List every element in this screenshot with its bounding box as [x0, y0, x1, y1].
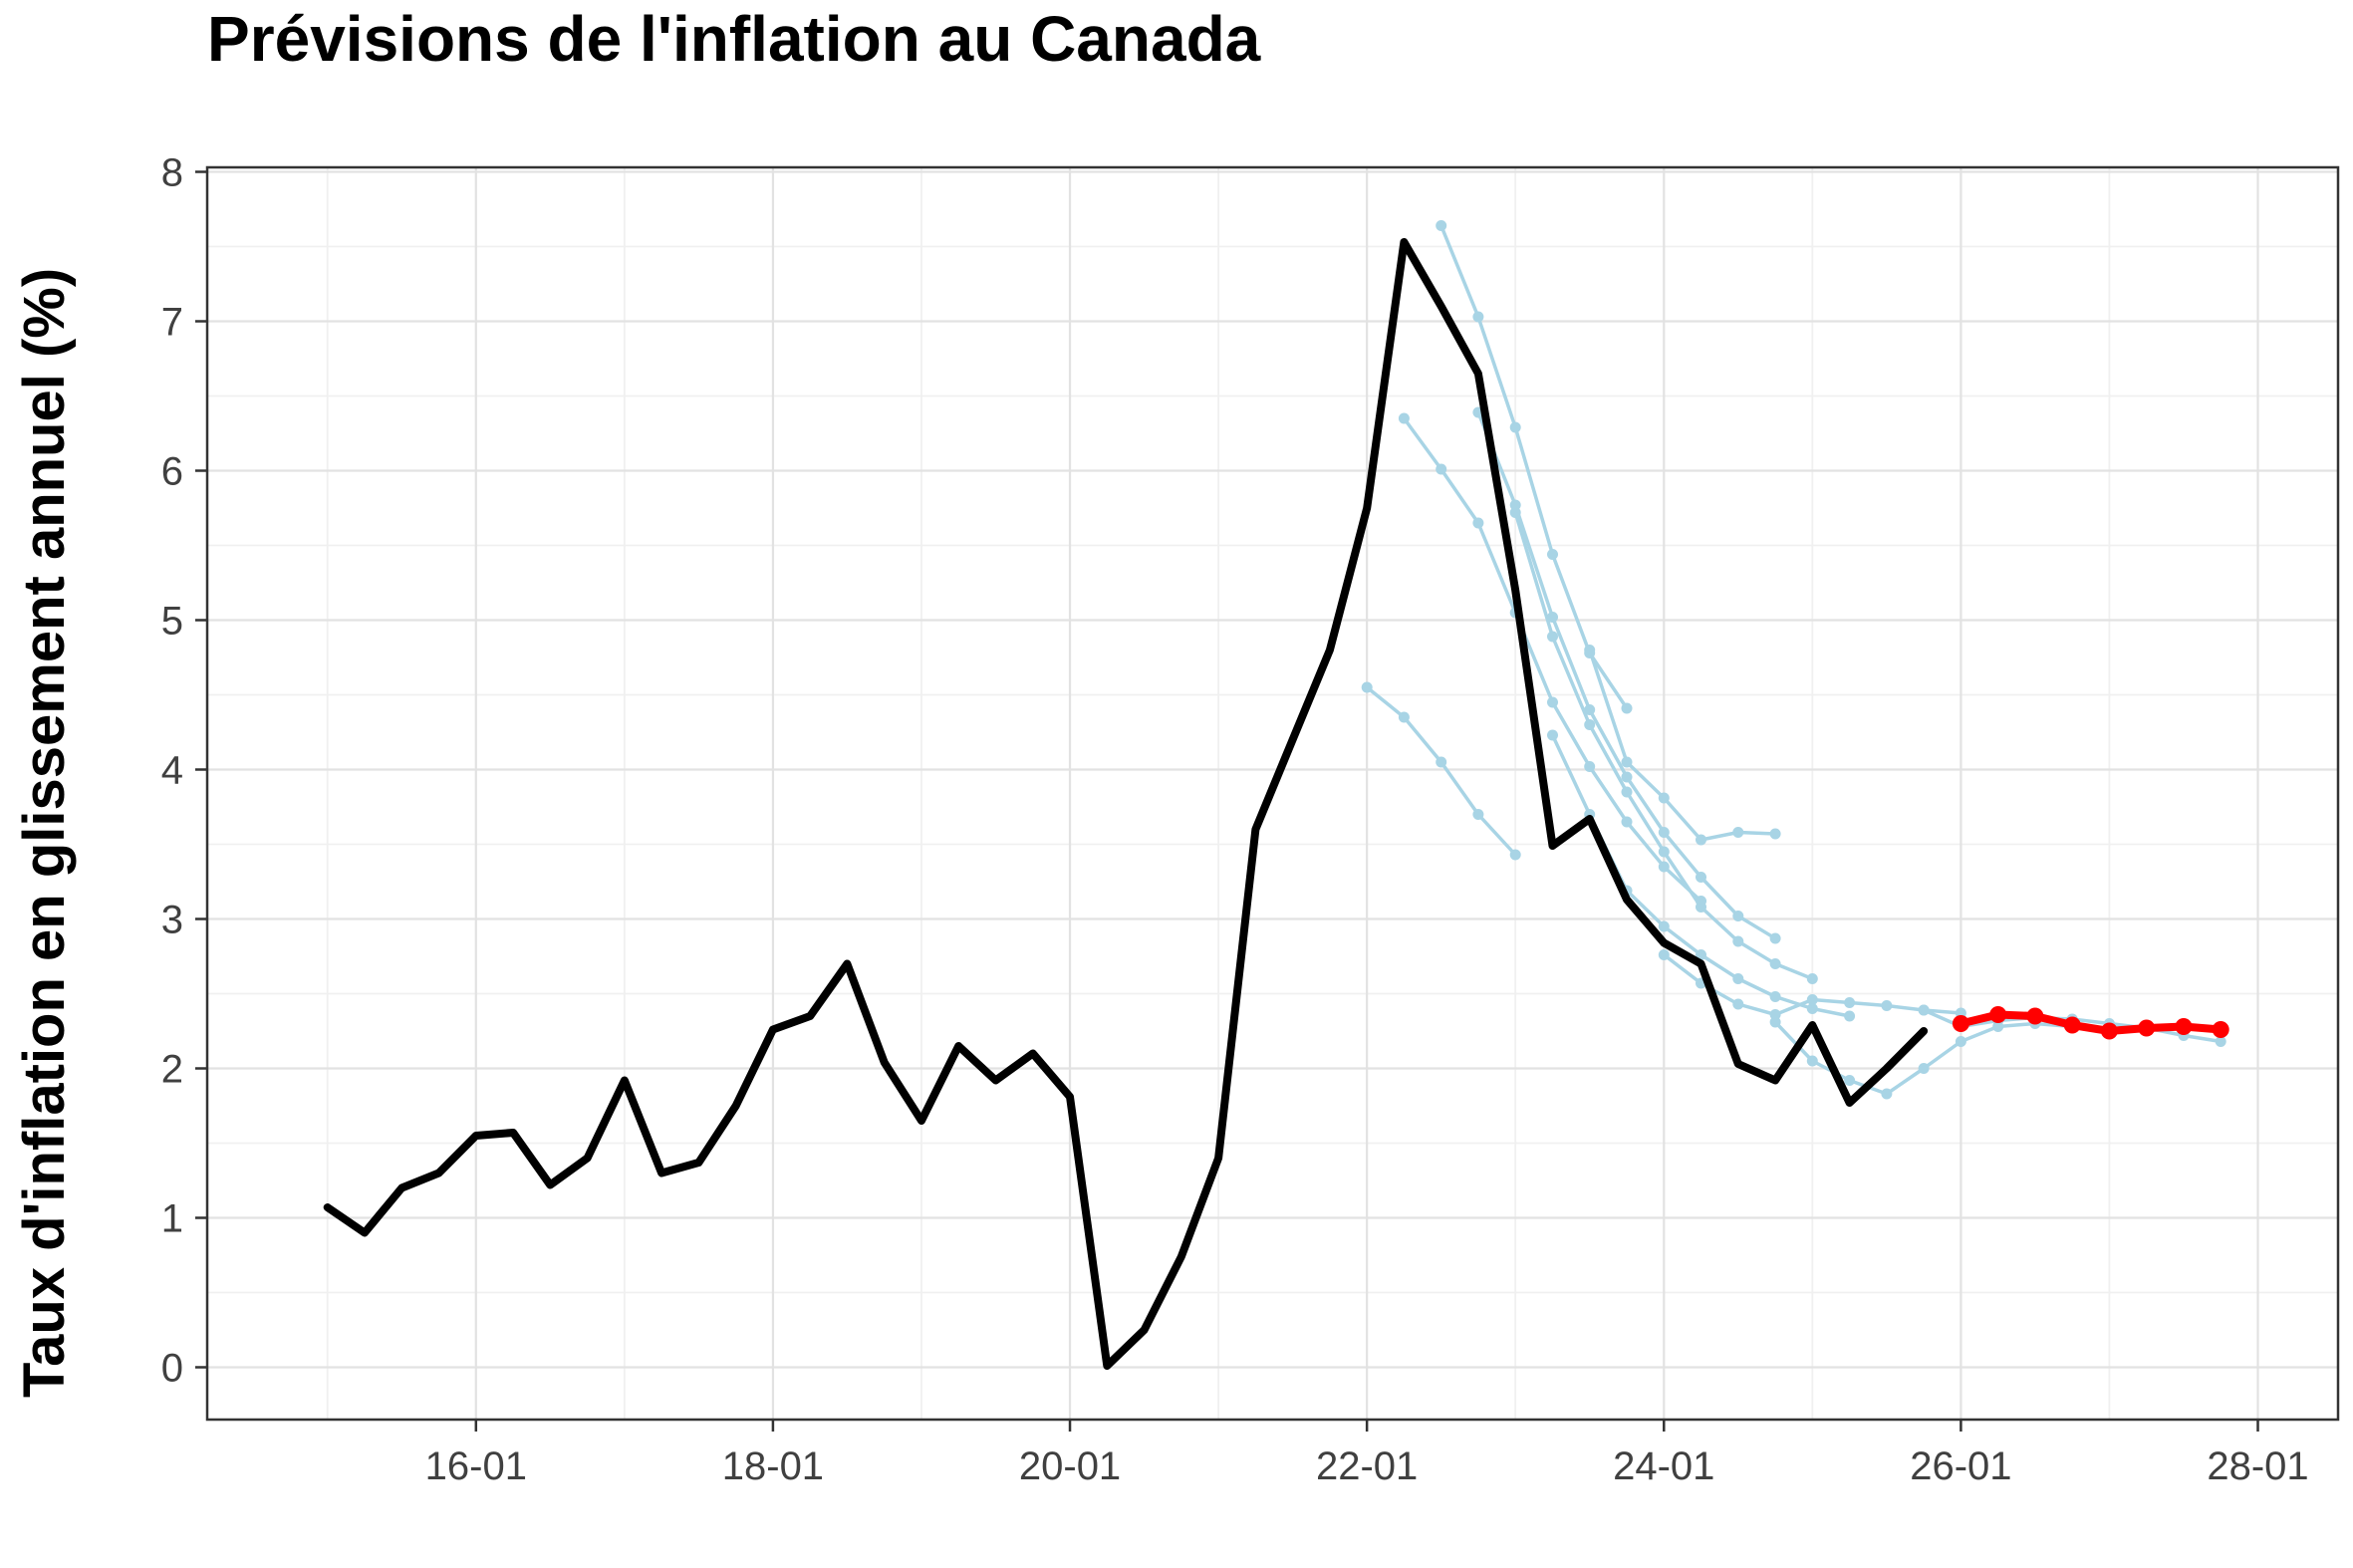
x-axis-tick-label: 22-01 — [1316, 1444, 1418, 1488]
current-forecast-point — [1952, 1015, 1969, 1032]
y-axis-tick-label: 6 — [161, 450, 183, 494]
past-forecast-line — [1472, 406, 1781, 944]
current-forecast-point — [2138, 1019, 2156, 1037]
forecast-point — [1658, 827, 1670, 838]
y-axis-tick-label: 5 — [161, 600, 183, 644]
forecast-point — [1696, 949, 1706, 960]
forecast-point — [1732, 911, 1744, 921]
forecast-point — [1732, 998, 1744, 1010]
current-forecast-point — [2175, 1018, 2193, 1035]
forecast-point — [1806, 1003, 1818, 1014]
panel-border — [205, 165, 2340, 1422]
grid-minor — [207, 167, 2338, 1420]
forecast-point — [1769, 958, 1781, 969]
current-forecast-line — [1952, 1006, 2229, 1040]
forecast-point — [1844, 1075, 1856, 1086]
forecast-point — [2215, 1036, 2226, 1047]
y-axis-tick-label: 4 — [161, 749, 183, 793]
forecast-point — [1472, 311, 1484, 323]
forecast-point — [1769, 991, 1781, 1002]
forecast-point — [1509, 421, 1521, 433]
forecast-point — [1918, 1063, 1930, 1074]
x-axis-tick-label: 26-01 — [1910, 1444, 2011, 1488]
forecast-point — [1436, 463, 1447, 475]
forecast-point — [1769, 1016, 1781, 1028]
forecast-point — [1658, 920, 1670, 932]
current-forecast-point — [2100, 1022, 2118, 1040]
forecast-point — [1509, 507, 1521, 518]
forecast-point — [1658, 949, 1670, 960]
forecast-point — [1584, 761, 1596, 772]
forecast-point — [1696, 834, 1706, 846]
forecast-point — [1398, 711, 1410, 723]
x-axis-tick-label: 24-01 — [1613, 1444, 1714, 1488]
forecast-point — [1696, 902, 1706, 913]
x-axis-tick-label: 20-01 — [1019, 1444, 1121, 1488]
forecast-point — [1881, 1000, 1893, 1011]
forecast-point — [1436, 756, 1447, 768]
forecast-point — [1806, 973, 1818, 984]
forecast-point — [1584, 645, 1596, 655]
forecast-point — [1696, 872, 1706, 883]
forecast-point — [1844, 1010, 1856, 1022]
current-forecast-point — [2026, 1007, 2044, 1025]
y-axis-tick-label: 1 — [161, 1197, 183, 1241]
forecast-point — [1881, 1088, 1893, 1100]
forecast-point — [1547, 612, 1558, 623]
forecast-point — [1472, 809, 1484, 820]
x-axis-tick-label: 18-01 — [722, 1444, 824, 1488]
forecast-point — [1844, 997, 1856, 1008]
forecast-point — [1621, 786, 1633, 798]
forecast-point — [1547, 696, 1558, 708]
forecast-point — [1621, 756, 1633, 768]
forecast-point — [1769, 932, 1781, 944]
forecast-point — [1509, 849, 1521, 861]
grid-major — [207, 167, 2338, 1420]
forecast-point — [1361, 681, 1373, 693]
y-axis-tick-label: 3 — [161, 899, 183, 942]
current-forecast-point — [1989, 1006, 2007, 1023]
past-forecast-line — [1509, 507, 1818, 984]
forecast-point — [1621, 702, 1633, 714]
forecast-point — [1658, 792, 1670, 804]
forecast-point — [1955, 1036, 1966, 1047]
x-axis-tick-label: 28-01 — [2207, 1444, 2308, 1488]
axis-ticks: 0 1 2 3 4 5 6 7 8 16-01 18-01 20-01 22-01 24-01 26-01 2… — [161, 151, 2309, 1489]
forecast-point — [1732, 827, 1744, 838]
x-axis-tick-label: 16-01 — [425, 1444, 527, 1488]
forecast-point — [1621, 771, 1633, 783]
historical-line — [323, 238, 1929, 1370]
forecast-point — [1621, 816, 1633, 828]
forecast-point — [1732, 935, 1744, 947]
forecast-point — [1472, 517, 1484, 529]
current-forecast-point — [2212, 1021, 2229, 1038]
past-forecast-line — [1584, 645, 1781, 846]
forecast-point — [1436, 220, 1447, 231]
forecast-point — [1547, 549, 1558, 560]
past-forecast-line — [1436, 220, 1633, 714]
forecast-point — [1658, 861, 1670, 873]
forecast-point — [1547, 729, 1558, 741]
y-axis-tick-label: 7 — [161, 301, 183, 345]
forecast-point — [1658, 846, 1670, 858]
forecast-point — [1584, 719, 1596, 730]
current-forecast-point — [2063, 1016, 2081, 1034]
chart-title: Prévisions de l'inflation au Canada — [207, 3, 1261, 75]
y-axis-tick-label: 2 — [161, 1048, 183, 1092]
forecast-point — [1806, 994, 1818, 1005]
forecast-point — [1398, 412, 1410, 424]
forecast-point — [1584, 704, 1596, 715]
forecast-point — [1732, 973, 1744, 984]
forecast-point — [1806, 1055, 1818, 1067]
y-axis-tick-label: 0 — [161, 1347, 183, 1391]
y-axis-tick-label: 8 — [161, 151, 183, 195]
past-forecast-lines — [1361, 220, 2226, 1100]
past-forecast-line — [1361, 681, 1521, 861]
forecast-point — [1769, 828, 1781, 840]
forecast-point — [1547, 631, 1558, 643]
forecast-point — [1918, 1004, 1930, 1016]
